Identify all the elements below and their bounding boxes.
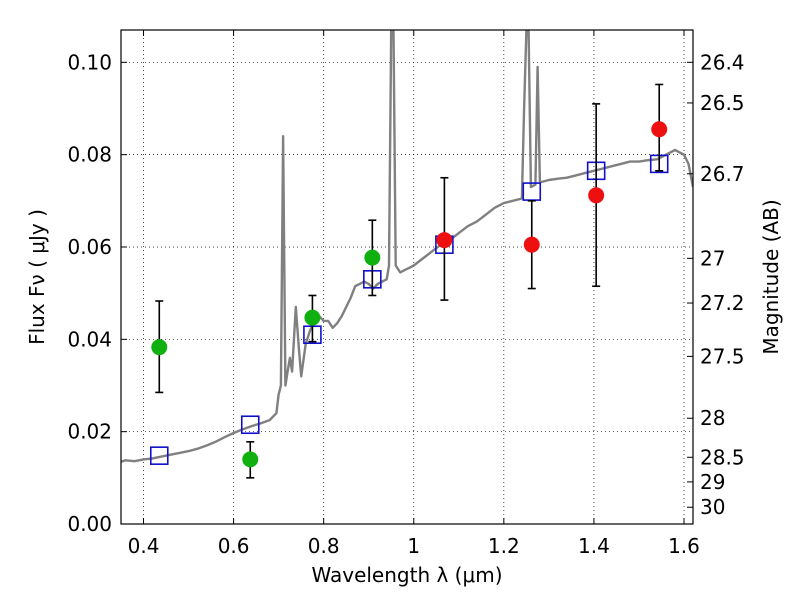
model-square-marker — [149, 446, 169, 465]
photometry-point — [436, 232, 453, 249]
y-tick-label: 0.02 — [67, 420, 112, 444]
y2-tick-label: 26.4 — [700, 50, 745, 74]
y2-tick-label: 29 — [700, 470, 725, 494]
plot-frame — [120, 29, 694, 525]
axes: 0.4 0.6 0.8 1 1.2 1.4 1.6 0.00 0.02 0.04 0.06 0.08 0… — [67, 30, 745, 558]
photometry-point — [523, 236, 540, 253]
photometry-point — [304, 309, 321, 326]
y2-tick-label: 26.7 — [700, 162, 745, 186]
y2-tick-label: 28.5 — [700, 445, 745, 469]
y2-axis-label: Magnitude (AB) — [759, 199, 783, 354]
x-tick-label: 1.6 — [668, 534, 700, 558]
x-tick-label: 0.4 — [128, 534, 160, 558]
photometry-point — [588, 187, 605, 204]
x-tick-label: 1.4 — [578, 534, 610, 558]
y-tick-label: 0.06 — [67, 235, 112, 259]
photometry-point — [242, 451, 259, 468]
grid-lines — [121, 30, 693, 525]
y2-tick-label: 30 — [700, 495, 725, 519]
model-spectrum-line — [121, 30, 693, 463]
y-tick-label: 0.00 — [67, 512, 112, 536]
photometry-point — [151, 339, 168, 356]
y2-tick-label: 26.5 — [700, 91, 745, 115]
photometry-point — [651, 121, 668, 138]
x-tick-label: 0.8 — [308, 534, 340, 558]
x-tick-label: 0.6 — [218, 534, 250, 558]
y2-tick-label: 28 — [700, 406, 725, 430]
y-tick-label: 0.04 — [67, 327, 112, 351]
photometry-point — [364, 249, 381, 266]
x-axis-label: Wavelength λ (μm) — [311, 563, 502, 587]
x-tick-label: 1.2 — [488, 534, 520, 558]
y2-tick-label: 27.2 — [700, 291, 745, 315]
y-tick-label: 0.10 — [67, 50, 112, 74]
y-axis-label: Flux Fν ( μJy ) — [25, 209, 49, 345]
y-tick-label: 0.08 — [67, 143, 112, 167]
model-square-marker — [240, 415, 260, 435]
y2-tick-label: 27 — [700, 246, 725, 270]
y2-tick-label: 27.5 — [700, 344, 745, 368]
x-tick-label: 1 — [407, 534, 420, 558]
plot-area — [121, 30, 693, 479]
